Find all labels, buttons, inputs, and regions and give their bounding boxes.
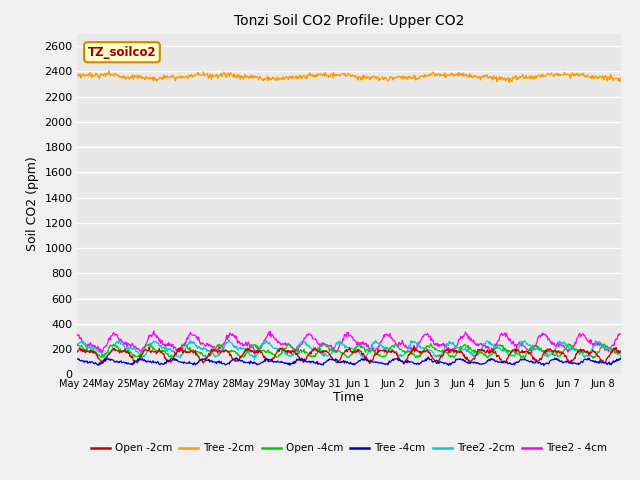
Text: TZ_soilco2: TZ_soilco2 [88, 46, 156, 59]
X-axis label: Time: Time [333, 391, 364, 404]
Title: Tonzi Soil CO2 Profile: Upper CO2: Tonzi Soil CO2 Profile: Upper CO2 [234, 14, 464, 28]
Legend: Open -2cm, Tree -2cm, Open -4cm, Tree -4cm, Tree2 -2cm, Tree2 - 4cm: Open -2cm, Tree -2cm, Open -4cm, Tree -4… [86, 439, 611, 457]
Y-axis label: Soil CO2 (ppm): Soil CO2 (ppm) [26, 156, 39, 252]
